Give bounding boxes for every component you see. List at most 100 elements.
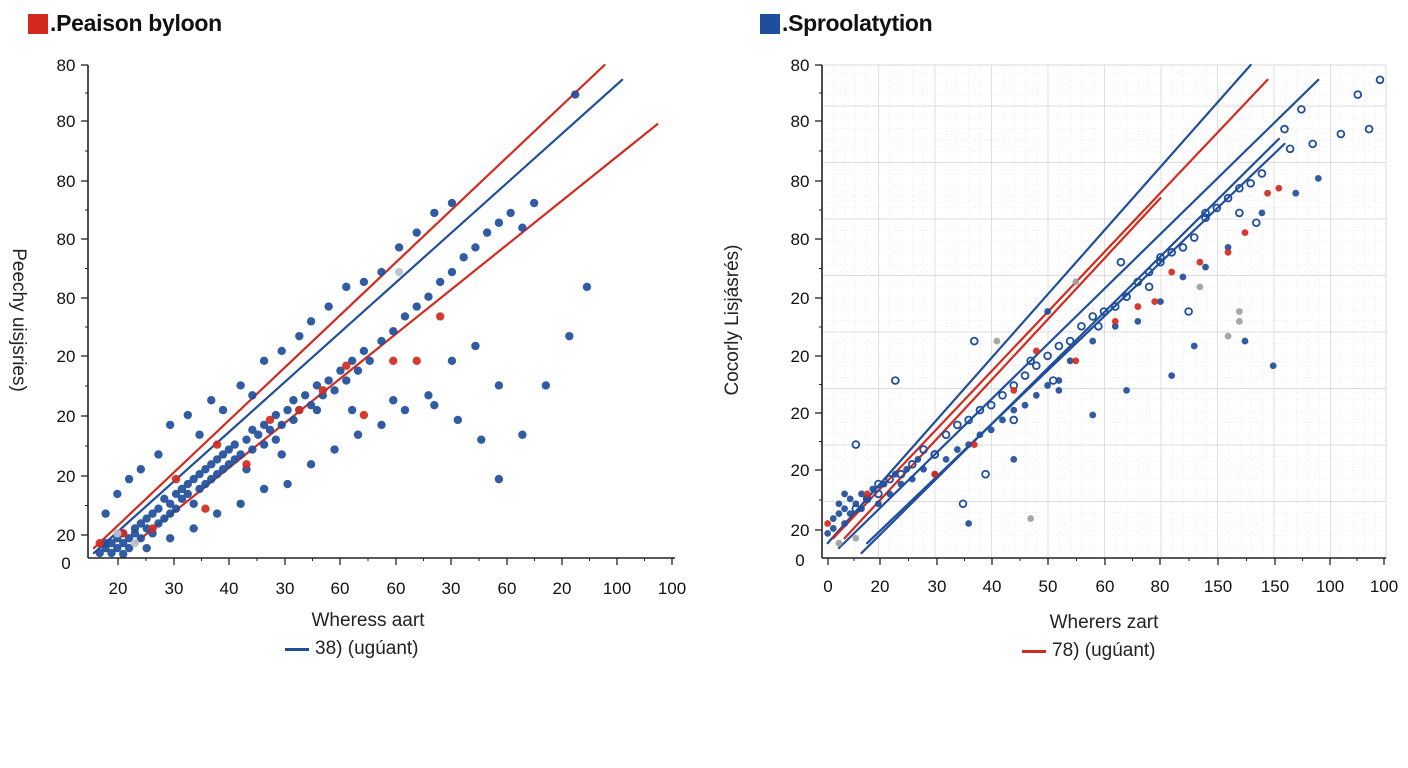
left-blue-point [165, 420, 175, 430]
left-blue-point [248, 445, 257, 454]
left-red-point [412, 356, 421, 365]
left-blue-point [259, 440, 269, 449]
left-red-point [171, 474, 181, 484]
left-blue-point [312, 381, 322, 390]
right-red-point [1168, 268, 1176, 276]
right-blue-hollow-point [874, 489, 883, 499]
x-tick-label: 0 [823, 577, 832, 596]
y-tick-label: 80 [791, 56, 810, 75]
left-red-point [318, 386, 327, 395]
right-blue-filled-point [976, 431, 984, 439]
left-blue-point [342, 376, 351, 385]
right-red-point [970, 441, 978, 449]
left-blue-point [377, 336, 386, 346]
right-blue-filled-point [829, 515, 837, 522]
right-blue-hollow-point [919, 445, 928, 454]
left-blue-point [424, 292, 433, 301]
right-blue-filled-point [942, 456, 950, 463]
left-blue-point [101, 539, 110, 548]
left-blue-point [347, 356, 357, 365]
right-blue-hollow-point [1020, 371, 1030, 380]
right-blue-hollow-point [891, 376, 900, 385]
right-gray-point [1235, 308, 1243, 315]
right-blue-hollow-point [1110, 302, 1120, 311]
left-blue-point [389, 396, 398, 405]
right-blue-filled-point [1010, 456, 1018, 463]
right-blue-hollow-point [941, 430, 951, 440]
right-blue-filled-point [1111, 322, 1119, 330]
right-band-3-line [860, 137, 1280, 555]
left-blue-point [389, 327, 398, 336]
right-blue-hollow-point [969, 336, 979, 346]
left-blue-point [107, 548, 116, 558]
left-blue-point [165, 499, 175, 508]
left-red-point [212, 440, 222, 449]
left-blue-point [201, 479, 210, 489]
left-blue-point [142, 543, 151, 553]
right-upper-band-line [826, 63, 1252, 545]
left-blue-point [471, 243, 480, 252]
left-blue-point [265, 425, 275, 435]
left-blue-point [171, 489, 181, 499]
right-blue-filled-point [841, 490, 848, 498]
right-blue-filled-point [1066, 357, 1074, 365]
right-red-point [1275, 184, 1283, 192]
right-blue-hollow-point [1088, 312, 1098, 321]
x-tick-label: 100 [1316, 577, 1344, 596]
left-gray-point [130, 539, 140, 548]
right-red-point [1072, 357, 1080, 365]
left-blue-point [312, 405, 322, 415]
y-tick-label: 20 [791, 347, 810, 366]
right-blue-filled-point [953, 446, 961, 453]
right-blue-hollow-point [1375, 75, 1385, 85]
left-data-points [95, 90, 592, 559]
right-gray-point [1235, 317, 1243, 325]
right-blue-hollow-point [1251, 218, 1261, 228]
right-blue-hollow-point [1178, 243, 1188, 252]
y-tick-label: 80 [57, 112, 76, 131]
right-blue-hollow-point [1032, 361, 1041, 371]
left-blue-point [113, 489, 122, 499]
left-panel-title-text: .Peaison byloon [50, 10, 222, 36]
right-blue-filled-point [920, 465, 927, 473]
right-blue-filled-point [846, 495, 854, 503]
left-blue-point [207, 396, 216, 405]
right-gray-point [1072, 278, 1080, 286]
right-blue-hollow-point [1065, 336, 1075, 346]
left-blue-point [236, 381, 245, 390]
right-blue-hollow-point [964, 415, 973, 425]
left-blue-point [171, 504, 181, 513]
right-blue-hollow-point [1116, 257, 1126, 267]
right-blue-filled-point [869, 485, 877, 493]
right-blue-filled-point [891, 470, 899, 478]
left-blue-point [447, 356, 457, 365]
left-blue-point [400, 405, 410, 415]
right-blue-hollow-point [1285, 144, 1295, 154]
left-fit-line [92, 78, 624, 555]
right-blue-hollow-point [1144, 267, 1154, 277]
left-blue-point [212, 509, 222, 518]
right-blue-hollow-point [1167, 248, 1176, 257]
x-tick-label: 60 [331, 579, 350, 598]
right-blue-hollow-point [998, 391, 1007, 400]
right-gray-point [993, 337, 1001, 345]
right-blue-hollow-point [1212, 203, 1222, 213]
right-blue-filled-point [1202, 263, 1209, 271]
y-tick-label: 80 [791, 230, 810, 249]
y-tick-label: 20 [791, 289, 810, 308]
left-blue-point [430, 400, 439, 410]
right-blue-filled-point [1010, 406, 1018, 414]
right-red-point [1241, 229, 1249, 237]
left-red-point [242, 460, 251, 469]
left-blue-point [447, 267, 457, 277]
left-blue-point [353, 430, 363, 439]
left-blue-point [177, 484, 187, 494]
left-blue-point [195, 469, 204, 479]
x-tick-label: 30 [165, 579, 184, 598]
left-blue-point [107, 539, 116, 548]
right-red-point [931, 470, 939, 478]
right-blue-filled-point [1089, 411, 1097, 419]
right-y-axis-title: Cocorly Lisjásrés) [722, 245, 743, 396]
left-x-ticks: 20 30 40 30 60 60 30 60 20 100 100 [109, 558, 686, 598]
